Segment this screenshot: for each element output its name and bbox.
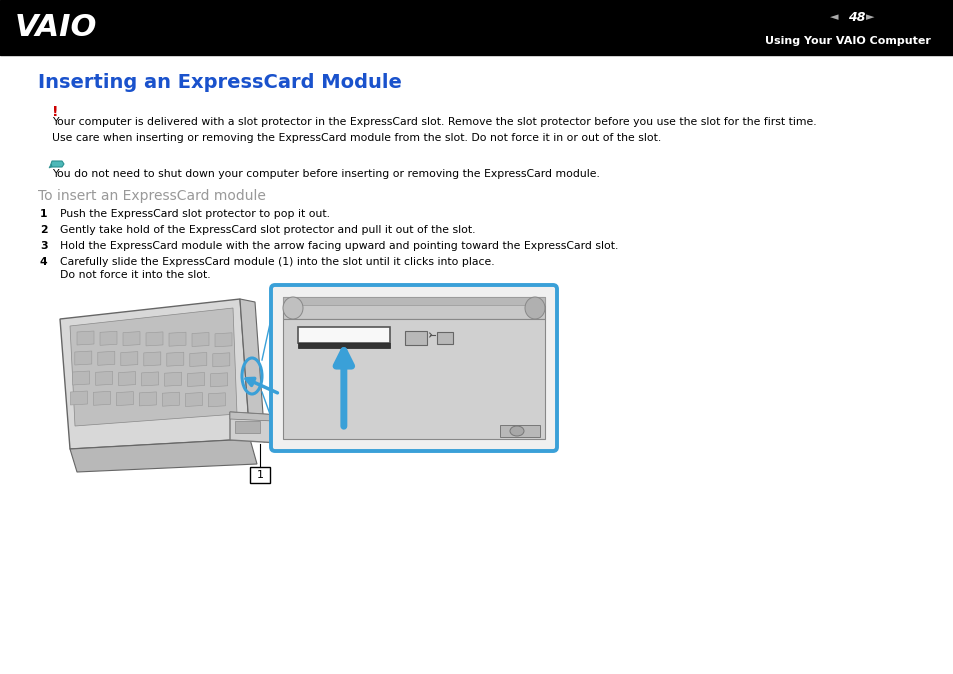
Text: 48: 48	[847, 11, 864, 24]
Polygon shape	[146, 332, 163, 346]
Bar	[499, 425, 539, 437]
Polygon shape	[70, 308, 236, 426]
Polygon shape	[192, 332, 209, 346]
Bar	[283, 297, 544, 305]
Text: Gently take hold of the ExpressCard slot protector and pull it out of the slot.: Gently take hold of the ExpressCard slot…	[60, 225, 475, 235]
Bar	[0, 0, 953, 55]
Polygon shape	[121, 352, 137, 365]
Polygon shape	[77, 331, 94, 345]
Text: 1: 1	[256, 470, 263, 480]
Bar	[234, 421, 260, 433]
Ellipse shape	[524, 297, 544, 319]
Text: Use care when inserting or removing the ExpressCard module from the slot. Do not: Use care when inserting or removing the …	[52, 133, 660, 143]
Polygon shape	[144, 352, 161, 366]
Polygon shape	[240, 299, 265, 442]
Polygon shape	[167, 353, 184, 366]
Bar	[283, 319, 544, 439]
Text: Do not force it into the slot.: Do not force it into the slot.	[60, 270, 211, 280]
Polygon shape	[49, 164, 52, 168]
Text: You do not need to shut down your computer before inserting or removing the Expr: You do not need to shut down your comput…	[52, 169, 599, 179]
Polygon shape	[98, 351, 114, 365]
Polygon shape	[169, 332, 186, 346]
Text: 3: 3	[40, 241, 48, 251]
Polygon shape	[60, 299, 250, 449]
Polygon shape	[72, 371, 90, 385]
Polygon shape	[71, 391, 88, 405]
Text: Hold the ExpressCard module with the arrow facing upward and pointing toward the: Hold the ExpressCard module with the arr…	[60, 241, 618, 251]
Polygon shape	[230, 412, 294, 422]
Text: Push the ExpressCard slot protector to pop it out.: Push the ExpressCard slot protector to p…	[60, 209, 330, 219]
Polygon shape	[141, 372, 158, 386]
Polygon shape	[162, 392, 179, 406]
FancyBboxPatch shape	[271, 285, 557, 451]
Text: Using Your VAIO Computer: Using Your VAIO Computer	[764, 36, 930, 47]
Polygon shape	[213, 353, 230, 367]
Text: ◄: ◄	[829, 13, 838, 23]
Text: To insert an ExpressCard module: To insert an ExpressCard module	[38, 189, 266, 203]
Polygon shape	[100, 332, 117, 345]
Text: 4: 4	[40, 257, 48, 267]
Bar	[436, 332, 453, 344]
Text: Your computer is delivered with a slot protector in the ExpressCard slot. Remove: Your computer is delivered with a slot p…	[52, 117, 816, 127]
Polygon shape	[116, 392, 133, 406]
Polygon shape	[118, 371, 135, 386]
Bar	[297, 343, 389, 348]
Bar	[404, 331, 426, 345]
Polygon shape	[283, 297, 544, 319]
Ellipse shape	[283, 297, 303, 319]
Polygon shape	[139, 392, 156, 406]
Polygon shape	[185, 392, 202, 406]
Text: !: !	[52, 105, 58, 119]
Text: 2: 2	[40, 225, 48, 235]
Text: ►: ►	[865, 13, 874, 23]
Polygon shape	[211, 373, 228, 387]
Text: Inserting an ExpressCard Module: Inserting an ExpressCard Module	[38, 73, 401, 92]
Polygon shape	[165, 372, 181, 386]
Text: Carefully slide the ExpressCard module (1) into the slot until it clicks into pl: Carefully slide the ExpressCard module (…	[60, 257, 494, 267]
Polygon shape	[208, 393, 225, 407]
Text: VAIO: VAIO	[15, 13, 97, 42]
Ellipse shape	[510, 426, 523, 436]
Text: 1: 1	[40, 209, 48, 219]
Polygon shape	[123, 332, 140, 346]
Polygon shape	[51, 161, 64, 167]
Bar	[250, 467, 270, 483]
Bar	[297, 327, 389, 343]
Polygon shape	[230, 412, 294, 444]
Polygon shape	[188, 373, 204, 386]
Polygon shape	[93, 392, 111, 405]
Polygon shape	[95, 371, 112, 386]
Polygon shape	[74, 351, 91, 365]
Polygon shape	[190, 353, 207, 367]
Polygon shape	[70, 439, 256, 472]
Polygon shape	[214, 333, 232, 347]
